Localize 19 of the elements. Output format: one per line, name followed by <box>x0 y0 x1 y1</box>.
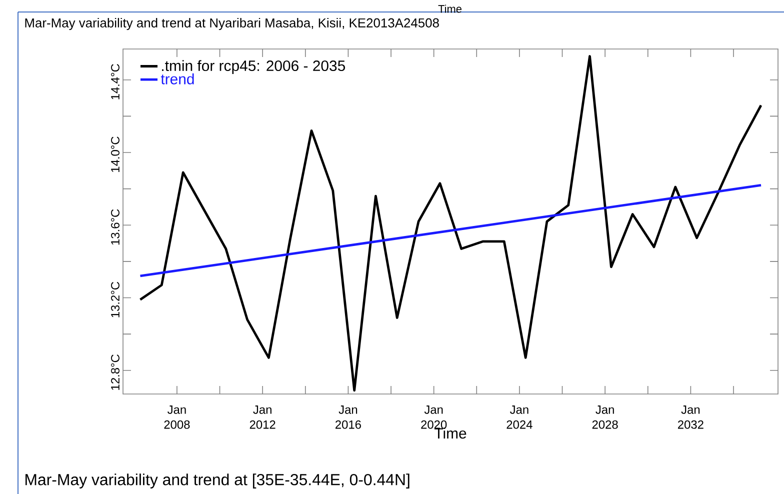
line-series <box>139 55 762 392</box>
y-tick-label: 13.2°C <box>111 282 120 318</box>
legend-label: trend <box>160 73 194 84</box>
chart-title: Mar-May variability and trend at Nyaribari Masaba, Kisii, KE2013A24508 <box>25 18 439 30</box>
x-tick-label: Jan 2012 <box>250 406 276 429</box>
x-tick-label: Jan 2028 <box>592 406 618 429</box>
x-tick-label: Jan 2020 <box>421 406 447 429</box>
y-tick-label: 12.8°C <box>111 354 120 390</box>
y-tick-label: 13.6°C <box>111 209 120 245</box>
x-tick-label: Jan 2008 <box>164 406 190 429</box>
text: Mar-May variability and trend at [35E-35.44E, 0-0.44N] <box>26 474 410 488</box>
y-tick-label: 14.4°C <box>111 64 120 100</box>
x2-axis-title: Time <box>438 4 462 13</box>
x-axis-title: Time <box>434 428 466 439</box>
legend-label: .tmin for rcp45: 2006 - 2035 <box>162 60 346 74</box>
y-tick-label: 14.0°C <box>111 136 120 172</box>
x-tick-label: Jan 2016 <box>335 406 361 429</box>
x-tick-label: Jan 2024 <box>506 406 532 429</box>
x-tick-label: Jan 2032 <box>678 406 704 429</box>
